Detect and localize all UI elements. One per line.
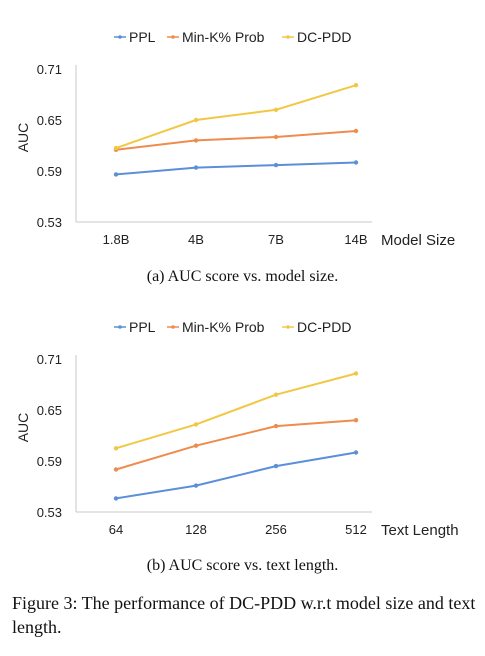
data-point-dc-pdd <box>113 446 119 451</box>
legend-label-min-k-prob: Min-K% Prob <box>182 29 265 45</box>
legend-label-dc-pdd: DC-PDD <box>297 29 351 45</box>
chart-b-legend: PPL Min-K% Prob DC-PDD <box>114 319 351 335</box>
legend-label-dc-pdd: DC-PDD <box>297 319 351 335</box>
y-tick-label: 0.71 <box>37 352 62 367</box>
series-line-ppl <box>115 451 357 500</box>
data-point-ppl <box>193 165 199 170</box>
data-point-dc-pdd <box>273 107 279 113</box>
subcaption-b: (b) AUC score vs. text length. <box>146 557 339 574</box>
legend-marker-ppl <box>118 35 122 39</box>
chart-text-length: PPL Min-K% Prob DC-PDD 0.53 0.59 0.65 0.71 AUC 6… <box>15 319 459 539</box>
legend-marker-min-k-prob <box>171 325 175 329</box>
subcaption-a: (a) AUC score vs. model size. <box>146 268 339 285</box>
data-point-min-k-prob <box>273 423 279 429</box>
series-line-min-k-prob <box>115 419 357 471</box>
x-tick-label: 128 <box>185 522 207 537</box>
x-tick-label: 64 <box>109 522 123 537</box>
series-line-min-k-prob <box>115 130 357 151</box>
x-tick-label: 14B <box>344 232 367 247</box>
data-point-min-k-prob <box>193 443 199 448</box>
chart-a-y-label: AUC <box>15 123 31 153</box>
data-point-dc-pdd <box>193 422 199 427</box>
data-point-ppl <box>113 496 119 501</box>
data-point-ppl <box>273 162 279 168</box>
data-point-dc-pdd <box>353 83 359 88</box>
legend-marker-ppl <box>118 325 122 329</box>
y-tick-label: 0.53 <box>37 505 62 520</box>
data-point-min-k-prob <box>353 128 359 134</box>
y-tick-label: 0.65 <box>37 403 62 418</box>
series-line-dc-pdd <box>115 84 357 150</box>
data-point-dc-pdd <box>273 392 279 397</box>
x-tick-label: 512 <box>345 522 367 537</box>
y-tick-label: 0.59 <box>37 454 62 469</box>
legend-marker-dc-pdd <box>286 325 290 329</box>
chart-model-size: PPL Min-K% Prob DC-PDD 0.53 0.59 0.65 0.71 AUC 1… <box>15 29 455 249</box>
x-tick-label: 1.8B <box>103 232 130 247</box>
data-point-min-k-prob <box>193 138 199 143</box>
data-point-ppl <box>113 172 119 177</box>
chart-b-y-label: AUC <box>15 413 31 443</box>
data-point-ppl <box>273 463 279 469</box>
data-point-ppl <box>193 483 199 488</box>
legend-label-ppl: PPL <box>129 29 156 45</box>
data-point-min-k-prob <box>353 418 359 423</box>
data-point-min-k-prob <box>113 467 119 472</box>
data-point-ppl <box>353 160 359 165</box>
series-line-ppl <box>115 161 357 176</box>
data-point-ppl <box>353 450 359 455</box>
chart-a-x-label: Model Size <box>381 232 455 249</box>
data-point-dc-pdd <box>113 145 119 151</box>
legend-label-min-k-prob: Min-K% Prob <box>182 319 265 335</box>
data-point-dc-pdd <box>353 371 359 376</box>
legend-marker-min-k-prob <box>171 35 175 39</box>
x-tick-label: 4B <box>188 232 204 247</box>
chart-a-legend: PPL Min-K% Prob DC-PDD <box>114 29 351 45</box>
x-tick-label: 256 <box>265 522 287 537</box>
y-tick-label: 0.71 <box>37 62 62 77</box>
data-point-min-k-prob <box>273 134 279 140</box>
data-point-dc-pdd <box>193 117 199 123</box>
figure-caption: Figure 3: The performance of DC-PDD w.r.… <box>12 593 476 637</box>
chart-b-x-label: Text Length <box>381 522 459 539</box>
y-tick-label: 0.59 <box>37 164 62 179</box>
x-tick-label: 7B <box>268 232 284 247</box>
series-line-dc-pdd <box>115 372 357 450</box>
legend-label-ppl: PPL <box>129 319 156 335</box>
legend-marker-dc-pdd <box>286 35 290 39</box>
y-tick-label: 0.53 <box>37 215 62 230</box>
y-tick-label: 0.65 <box>37 113 62 128</box>
